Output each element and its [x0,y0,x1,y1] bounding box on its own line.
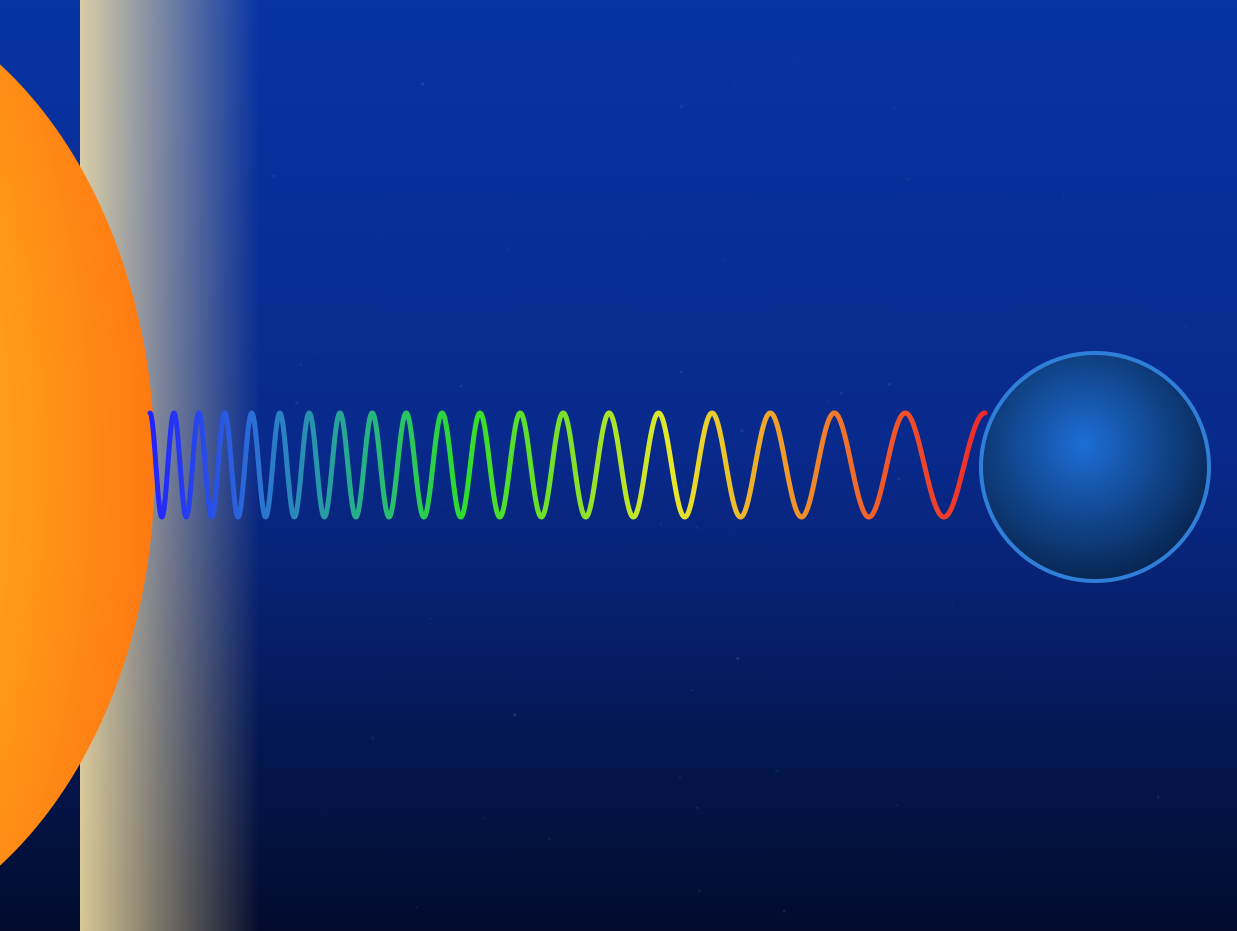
speckle [733,84,736,87]
speckle [951,601,954,604]
speckle [1062,195,1065,199]
speckle [1184,324,1188,328]
speckle [1156,795,1160,799]
speckle [907,177,910,181]
speckle [370,736,375,740]
planet-icon [979,351,1211,583]
speckle [678,776,682,779]
speckle [839,391,843,396]
speckle [482,816,486,820]
speckle [894,174,898,178]
speckle [1023,159,1026,161]
speckle [445,503,448,506]
speckle [736,656,740,660]
speckle [826,400,829,403]
star-icon [0,64,155,866]
speckle [695,806,699,809]
speckle [697,889,701,893]
speckle [311,352,314,354]
speckle [897,477,901,481]
speckle [459,384,463,388]
speckle [782,909,786,913]
speckle [740,429,744,433]
speckle [507,246,511,250]
speckle [272,174,276,178]
speckle [295,401,299,405]
speckle [645,235,648,238]
speckle [429,617,432,620]
speckle [324,814,327,816]
speckle [547,837,551,841]
light-wave-path [147,410,988,520]
speckle [785,329,787,332]
speckle [594,347,596,349]
speckle [573,63,575,65]
speckle [513,713,517,717]
speckle [299,363,302,366]
speckle [724,259,727,262]
speckle [431,306,434,309]
speckle [382,235,385,239]
light-wave-icon [147,410,988,520]
speckle [414,72,416,74]
speckle [717,404,720,406]
speckle [510,881,513,883]
speckle [887,382,891,386]
speckle [683,484,685,487]
speckle [415,906,419,909]
speckle [695,525,699,529]
speckle [729,532,732,535]
speckle [774,769,779,773]
speckle [860,114,863,118]
speckle [792,60,795,63]
speckle [659,522,663,526]
speckle [420,82,425,86]
speckle [679,370,682,374]
speckle [893,106,896,109]
speckle [896,804,898,807]
speckle [679,104,684,109]
speckle [691,689,694,692]
